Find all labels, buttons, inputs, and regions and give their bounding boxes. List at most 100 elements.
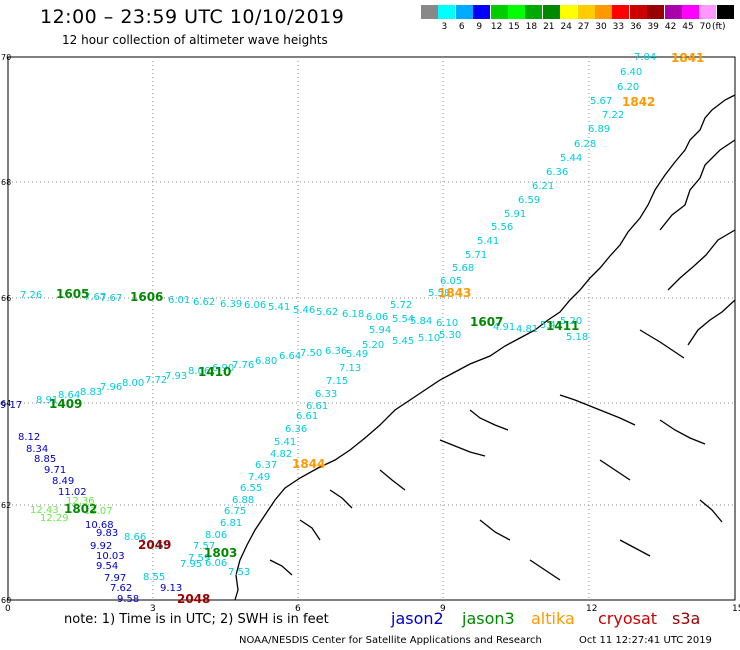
wave-height-value: 12.36 [66, 496, 95, 507]
wave-height-value: 6.80 [255, 356, 277, 367]
legend-label: 36 [630, 22, 642, 32]
coast-segment [559, 394, 636, 426]
coast-segment [699, 499, 723, 523]
coast-segment [329, 489, 353, 509]
legend-swatch [508, 5, 525, 19]
wave-height-value: 7.04 [634, 52, 656, 63]
wave-height-value: 7.13 [339, 363, 361, 374]
wave-height-value: 12.29 [40, 513, 69, 524]
pass-time-labels: 1841 1842 1843 1844 1605 1606 1607 1411 1410 1409… [49, 51, 704, 606]
pass-time-label: 1803 [204, 546, 237, 560]
wave-height-value: 4.91 [493, 322, 515, 333]
wave-height-value: 7.22 [602, 110, 624, 121]
wave-height-value: 7.62 [110, 583, 132, 594]
legend-swatch [490, 5, 508, 19]
wave-height-value: 5.45 [392, 336, 414, 347]
wave-height-value: 5.68 [452, 263, 474, 274]
pass-time-label: 1802 [64, 502, 97, 516]
wave-height-value: 6.40 [620, 67, 642, 78]
wave-height-value: 8.49 [52, 476, 74, 487]
wave-height-value: 5.41 [274, 437, 296, 448]
lat-label: 66 [1, 294, 11, 303]
wave-height-value: 12.43 [30, 505, 59, 516]
wave-height-value: 8.00 [122, 378, 144, 389]
wave-height-value: 7.96 [100, 382, 122, 393]
wave-height-value: 11.02 [58, 487, 87, 498]
pass-time-label: 1605 [56, 287, 89, 301]
legend-swatch [577, 5, 595, 19]
axis-labels: 70 68 66 64 62 600 3 6 9 12 15 [1, 53, 740, 614]
legend-label: 42 [664, 22, 677, 32]
wave-height-value: 7.59 [188, 553, 210, 564]
wave-height-value: 5.84 [410, 316, 432, 327]
legend-label: 9 [476, 22, 483, 32]
lon-label: 12 [586, 604, 597, 614]
legend-label: 39 [647, 22, 659, 32]
wave-height-value: 5.62 [316, 307, 338, 318]
wave-height-value: 7.93 [165, 371, 187, 382]
coast-segment [234, 94, 736, 601]
wave-height-value: 6.75 [224, 506, 246, 517]
wave-height-value: 8.64 [58, 390, 80, 401]
pass-time-label: 1842 [622, 95, 655, 109]
coast-segment [299, 519, 321, 541]
pass-time-label: 1844 [292, 457, 325, 471]
wave-height-value: 5.10 [418, 333, 440, 344]
legend-swatch [438, 5, 456, 19]
wave-height-value: 6.10 [436, 318, 458, 329]
wave-height-value: 10.03 [96, 551, 125, 562]
wave-height-value: 8.91 [36, 395, 58, 406]
wave-height-value: 5.49 [346, 349, 368, 360]
legend-label: 45 [682, 22, 694, 32]
lon-label: 3 [150, 604, 156, 614]
legend-swatch [612, 5, 630, 19]
wave-height-value: 9.83 [96, 528, 118, 539]
lat-label: 62 [1, 501, 11, 510]
coast-segment [599, 459, 631, 481]
map-frame [7, 56, 736, 601]
wave-height-value: 6.06 [366, 312, 388, 323]
wave-height-value: 6.18 [342, 309, 364, 320]
legend-label: 70 [699, 22, 712, 32]
coast-segment [659, 139, 736, 231]
wave-height-value: 9.71 [44, 465, 66, 476]
legend-label: 18 [525, 22, 538, 32]
wave-height-value: 7.57 [193, 541, 215, 552]
legend-label: 27 [577, 22, 590, 32]
pass-time-label: 1841 [671, 51, 704, 65]
wave-height-value: 5.46 [293, 305, 315, 316]
satellite-name: jason3 [462, 609, 515, 628]
coast-segment [659, 419, 706, 445]
wave-height-value: 6.89 [588, 124, 610, 135]
wave-height-value: 5.20 [560, 316, 582, 327]
map-title: 12:00 – 23:59 UTC 10/10/2019 [40, 6, 345, 28]
coast-segment [687, 299, 736, 346]
pass-time-label: 1606 [130, 290, 163, 304]
lon-label: 15 [732, 604, 740, 614]
pass-time-label: 1843 [438, 286, 471, 300]
legend-label: 12 [490, 22, 503, 32]
wave-height-value: 6.36 [285, 424, 307, 435]
wave-height-value: 6.59 [518, 195, 540, 206]
legend-unit: (ft) [712, 22, 726, 32]
legend-swatch [682, 5, 699, 19]
wave-height-value: 7.26 [20, 290, 42, 301]
wave-height-value: 7.76 [232, 360, 254, 371]
pass-time-label: 1411 [546, 319, 579, 333]
wave-height-value: 5.41 [540, 320, 562, 331]
pass-time-label: 1607 [470, 315, 503, 329]
wave-height-value: 8.66 [124, 532, 146, 543]
wave-height-value: 9.13 [160, 583, 182, 594]
wave-height-value: 8.06 [205, 530, 227, 541]
wave-height-value: 8.85 [34, 454, 56, 465]
wave-height-value: 5.54 [392, 314, 414, 325]
lon-label: 0 [5, 604, 11, 614]
legend-label: 33 [612, 22, 625, 32]
legend-label: 15 [508, 22, 520, 32]
wave-height-value: 4.82 [270, 449, 292, 460]
wave-height-value: 8.12 [18, 432, 40, 443]
coast-segment [439, 439, 486, 457]
wave-height-value: 12.07 [84, 506, 113, 517]
wave-height-value: 6.06 [205, 558, 227, 569]
